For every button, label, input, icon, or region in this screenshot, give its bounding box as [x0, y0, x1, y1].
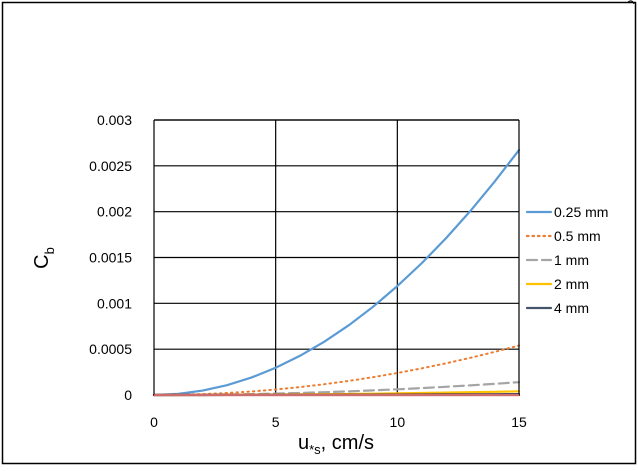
y-tick-label: 0.003 — [97, 112, 132, 128]
legend-label-1: 0.5 mm — [554, 228, 601, 244]
y-tick-label: 0 — [124, 387, 132, 403]
plot-area-border — [153, 119, 520, 396]
y-axis-label-sub: b — [42, 247, 57, 254]
y-tick-labels: 0 0.0005 0.001 0.0015 0.002 0.0025 0.003 — [89, 112, 132, 403]
series-line-0 — [152, 148, 521, 397]
y-tick-label: 0.0005 — [89, 341, 132, 357]
legend-label-4: 4 mm — [554, 300, 589, 316]
y-tick-label: 0.002 — [97, 204, 132, 220]
x-axis-label-sub: *s — [309, 442, 321, 457]
x-tick-label: 10 — [390, 414, 406, 430]
legend-label-0: 0.25 mm — [554, 204, 608, 220]
legend-label-2: 1 mm — [554, 252, 589, 268]
y-tick-label: 0.001 — [97, 295, 132, 311]
x-tick-label: 0 — [150, 414, 158, 430]
x-tick-label: 15 — [511, 414, 527, 430]
x-tick-label: 5 — [272, 414, 280, 430]
corner-mark — [627, 0, 635, 5]
y-tick-label: 0.0015 — [89, 250, 132, 266]
y-axis-label-main: C — [31, 254, 53, 268]
x-tick-labels: 0 5 10 15 — [150, 414, 527, 430]
x-axis-label-main: u — [298, 432, 309, 454]
legend: 0.25 mm 0.5 mm 1 mm 2 mm 4 mm — [525, 204, 608, 316]
x-axis-label: u*s, cm/s — [298, 432, 374, 457]
y-tick-label: 0.0025 — [89, 158, 132, 174]
legend-label-3: 2 mm — [554, 276, 589, 292]
x-axis-label-unit: , cm/s — [321, 432, 374, 454]
y-axis-label: Cb — [31, 247, 57, 269]
